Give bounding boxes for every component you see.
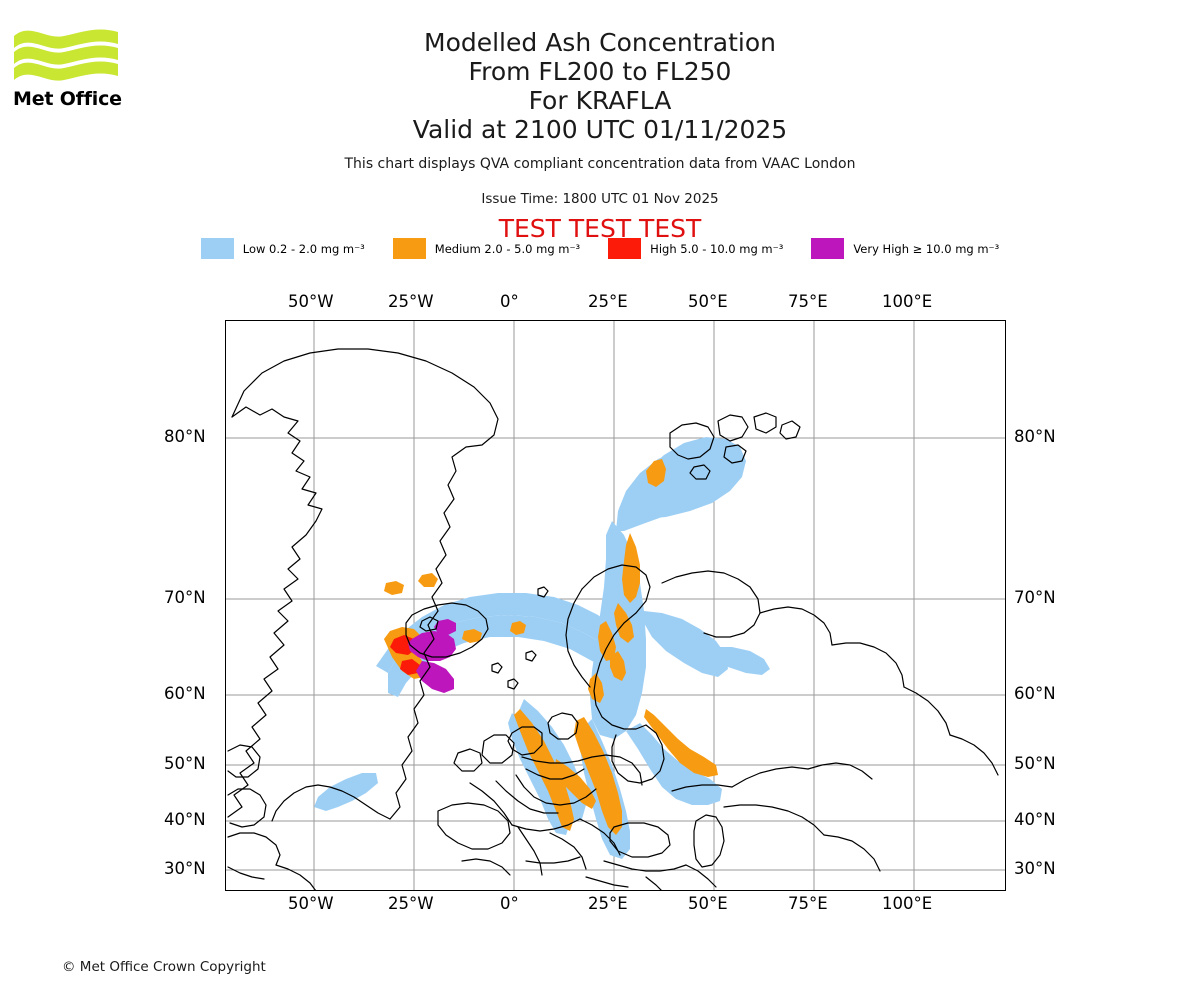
map-frame bbox=[225, 320, 1006, 891]
ash-concentration-map[interactable] bbox=[225, 320, 1006, 891]
lat-tick-right-70n: 70°N bbox=[1014, 588, 1056, 607]
lon-tick-bottom-50w: 50°W bbox=[288, 894, 334, 913]
lon-tick-bottom-25w: 25°W bbox=[388, 894, 434, 913]
concentration-legend: Low 0.2 - 2.0 mg m⁻³ Medium 2.0 - 5.0 mg… bbox=[0, 238, 1200, 259]
lon-tick-top-25w: 25°W bbox=[388, 292, 434, 311]
legend-item-medium: Medium 2.0 - 5.0 mg m⁻³ bbox=[392, 238, 581, 259]
title-line-1: Modelled Ash Concentration bbox=[424, 28, 776, 57]
lat-tick-right-80n: 80°N bbox=[1014, 427, 1056, 446]
title-line-3: For KRAFLA bbox=[528, 86, 672, 115]
legend-label-low: Low 0.2 - 2.0 mg m⁻³ bbox=[242, 241, 365, 256]
chart-note: This chart displays QVA compliant concen… bbox=[344, 156, 856, 172]
lon-tick-bottom-25e: 25°E bbox=[588, 894, 628, 913]
legend-swatch-low bbox=[200, 238, 234, 259]
legend-swatch-very-high bbox=[811, 238, 845, 259]
test-banner: TEST TEST TEST bbox=[498, 214, 702, 243]
lon-tick-bottom-100e: 100°E bbox=[882, 894, 933, 913]
lon-tick-top-25e: 25°E bbox=[588, 292, 628, 311]
lon-tick-bottom-50e: 50°E bbox=[688, 894, 728, 913]
lon-tick-top-0: 0° bbox=[500, 292, 519, 311]
lon-tick-top-50e: 50°E bbox=[688, 292, 728, 311]
lat-tick-right-60n: 60°N bbox=[1014, 684, 1056, 703]
copyright-notice: © Met Office Crown Copyright bbox=[62, 959, 266, 975]
lon-tick-top-100e: 100°E bbox=[882, 292, 933, 311]
issue-time: Issue Time: 1800 UTC 01 Nov 2025 bbox=[481, 191, 719, 207]
lat-tick-left-60n: 60°N bbox=[164, 684, 206, 703]
lat-tick-left-30n: 30°N bbox=[164, 859, 206, 878]
map-canvas bbox=[226, 321, 1005, 890]
lat-tick-right-50n: 50°N bbox=[1014, 754, 1056, 773]
legend-label-very-high: Very High ≥ 10.0 mg m⁻³ bbox=[853, 241, 1000, 256]
met-office-logo-text: Met Office bbox=[13, 88, 122, 110]
legend-swatch-medium bbox=[392, 238, 426, 259]
legend-label-high: High 5.0 - 10.0 mg m⁻³ bbox=[650, 241, 784, 256]
legend-item-low: Low 0.2 - 2.0 mg m⁻³ bbox=[200, 238, 365, 259]
met-office-wave-mark bbox=[14, 29, 118, 81]
lat-tick-right-30n: 30°N bbox=[1014, 859, 1056, 878]
plume-low-concentration bbox=[314, 437, 770, 859]
lon-tick-bottom-0: 0° bbox=[500, 894, 519, 913]
lat-tick-left-70n: 70°N bbox=[164, 588, 206, 607]
legend-item-high: High 5.0 - 10.0 mg m⁻³ bbox=[608, 238, 783, 259]
lat-tick-right-40n: 40°N bbox=[1014, 810, 1056, 829]
title-line-4: Valid at 2100 UTC 01/11/2025 bbox=[412, 115, 788, 144]
lon-tick-top-75e: 75°E bbox=[788, 292, 828, 311]
legend-label-medium: Medium 2.0 - 5.0 mg m⁻³ bbox=[434, 241, 581, 256]
lon-tick-bottom-75e: 75°E bbox=[788, 894, 828, 913]
map-coastlines bbox=[227, 348, 999, 890]
lon-tick-top-50w: 50°W bbox=[288, 292, 334, 311]
met-office-logo bbox=[12, 24, 122, 116]
lat-tick-left-80n: 80°N bbox=[164, 427, 206, 446]
legend-swatch-high bbox=[608, 238, 642, 259]
page-title: Modelled Ash Concentration From FL200 to… bbox=[0, 28, 1200, 144]
lat-tick-left-40n: 40°N bbox=[164, 810, 206, 829]
lat-tick-left-50n: 50°N bbox=[164, 754, 206, 773]
legend-item-very-high: Very High ≥ 10.0 mg m⁻³ bbox=[811, 238, 999, 259]
title-line-2: From FL200 to FL250 bbox=[468, 57, 732, 86]
